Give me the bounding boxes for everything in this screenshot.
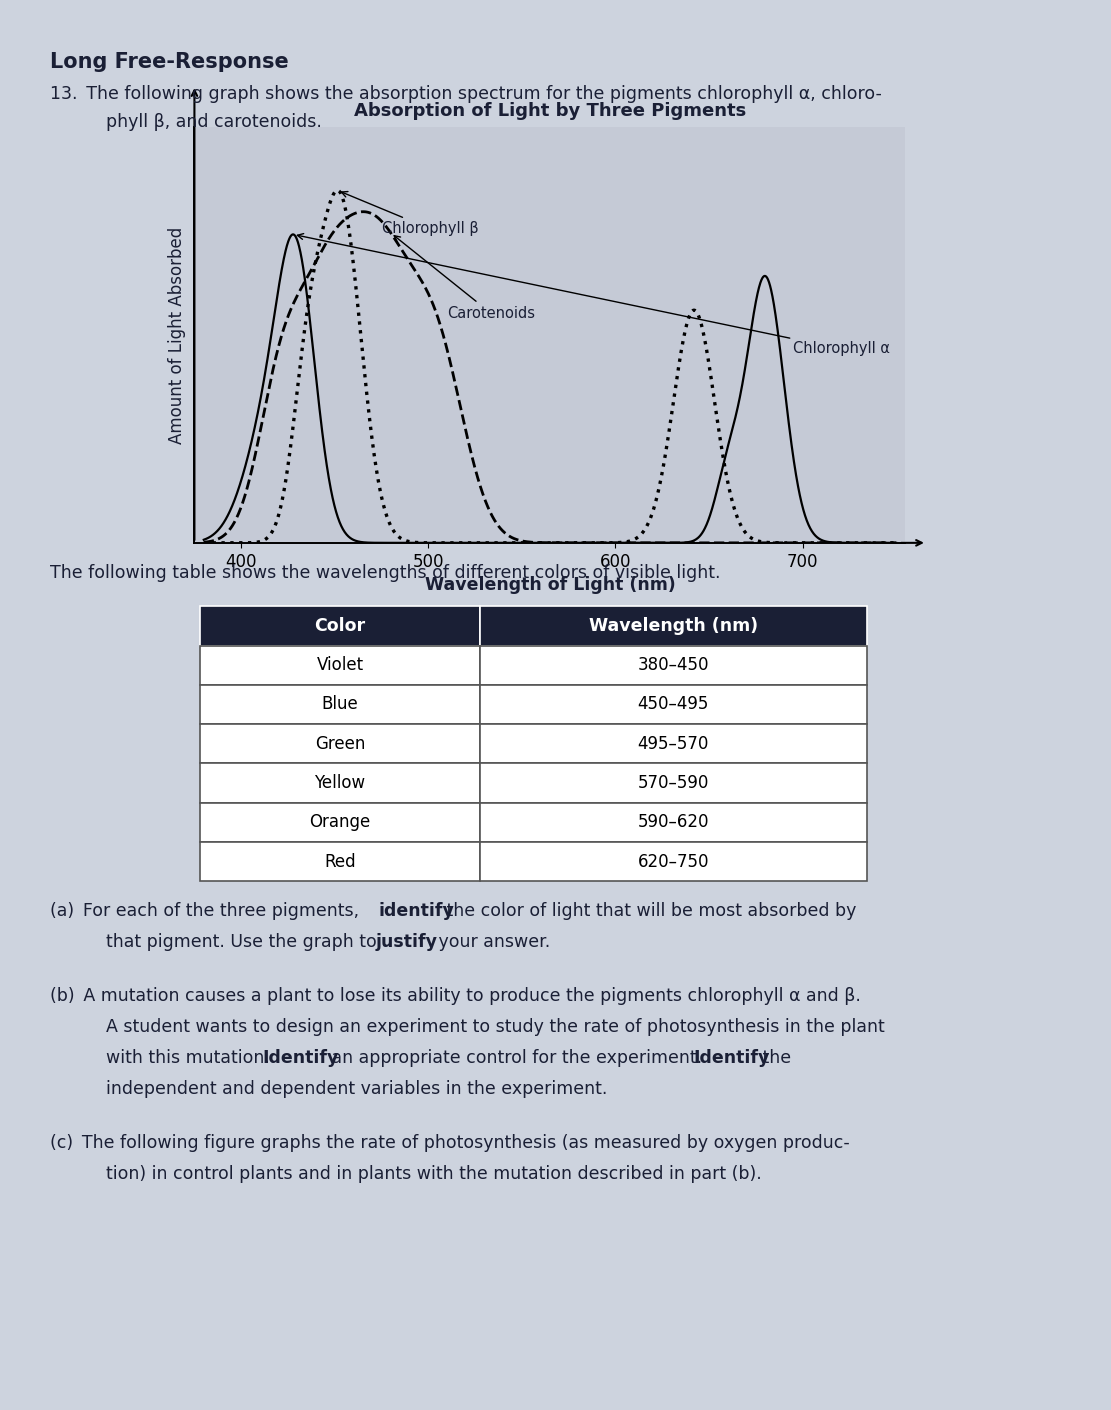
Text: Identify: Identify	[262, 1049, 339, 1067]
Text: Chlorophyll β: Chlorophyll β	[341, 192, 478, 235]
Bar	[480, 725, 867, 763]
Text: 570–590: 570–590	[638, 774, 709, 792]
Text: an appropriate control for the experiment.: an appropriate control for the experimen…	[326, 1049, 707, 1067]
Text: your answer.: your answer.	[433, 933, 551, 952]
Bar	[480, 802, 867, 842]
Bar	[200, 646, 480, 685]
Bar	[200, 842, 480, 881]
Text: identify: identify	[379, 902, 454, 921]
Text: The following table shows the wavelengths of different colors of visible light.: The following table shows the wavelength…	[50, 564, 721, 582]
Bar	[200, 763, 480, 802]
Text: independent and dependent variables in the experiment.: independent and dependent variables in t…	[106, 1080, 607, 1098]
Bar	[200, 606, 480, 646]
Text: Yellow: Yellow	[314, 774, 366, 792]
Text: A student wants to design an experiment to study the rate of photosynthesis in t: A student wants to design an experiment …	[106, 1018, 884, 1036]
Y-axis label: Amount of Light Absorbed: Amount of Light Absorbed	[168, 226, 186, 444]
Title: Absorption of Light by Three Pigments: Absorption of Light by Three Pigments	[353, 102, 747, 120]
Text: 13. The following graph shows the absorption spectrum for the pigments chlorophy: 13. The following graph shows the absorp…	[50, 85, 882, 103]
Text: Long Free-Response: Long Free-Response	[50, 52, 289, 72]
Text: 590–620: 590–620	[638, 814, 709, 832]
Text: (c) The following figure graphs the rate of photosynthesis (as measured by oxyge: (c) The following figure graphs the rate…	[50, 1134, 850, 1152]
Text: Color: Color	[314, 618, 366, 634]
Text: 450–495: 450–495	[638, 695, 709, 713]
Text: the color of light that will be most absorbed by: the color of light that will be most abs…	[441, 902, 857, 921]
Text: 620–750: 620–750	[638, 853, 709, 870]
Bar	[480, 646, 867, 685]
Text: Carotenoids: Carotenoids	[394, 235, 536, 321]
Bar	[200, 725, 480, 763]
Text: tion) in control plants and in plants with the mutation described in part (b).: tion) in control plants and in plants wi…	[106, 1165, 761, 1183]
Text: 380–450: 380–450	[638, 656, 709, 674]
X-axis label: Wavelength of Light (nm): Wavelength of Light (nm)	[424, 577, 675, 594]
Text: justify: justify	[376, 933, 438, 952]
Bar	[480, 606, 867, 646]
Bar	[480, 842, 867, 881]
Text: Red: Red	[324, 853, 356, 870]
Text: Wavelength (nm): Wavelength (nm)	[589, 618, 758, 634]
Text: the: the	[757, 1049, 791, 1067]
Bar	[200, 685, 480, 725]
Text: Green: Green	[314, 735, 366, 753]
Text: with this mutation.: with this mutation.	[106, 1049, 274, 1067]
Text: 495–570: 495–570	[638, 735, 709, 753]
Text: phyll β, and carotenoids.: phyll β, and carotenoids.	[106, 113, 321, 131]
Text: Chlorophyll α: Chlorophyll α	[298, 234, 890, 357]
Text: (b) A mutation causes a plant to lose its ability to produce the pigments chloro: (b) A mutation causes a plant to lose it…	[50, 987, 861, 1005]
Text: Identify: Identify	[693, 1049, 770, 1067]
Text: that pigment. Use the graph to: that pigment. Use the graph to	[106, 933, 382, 952]
Text: (a) For each of the three pigments,: (a) For each of the three pigments,	[50, 902, 364, 921]
Bar	[480, 685, 867, 725]
Text: Orange: Orange	[309, 814, 371, 832]
Bar	[480, 763, 867, 802]
Bar	[200, 802, 480, 842]
Text: Blue: Blue	[321, 695, 359, 713]
Text: Violet: Violet	[317, 656, 363, 674]
